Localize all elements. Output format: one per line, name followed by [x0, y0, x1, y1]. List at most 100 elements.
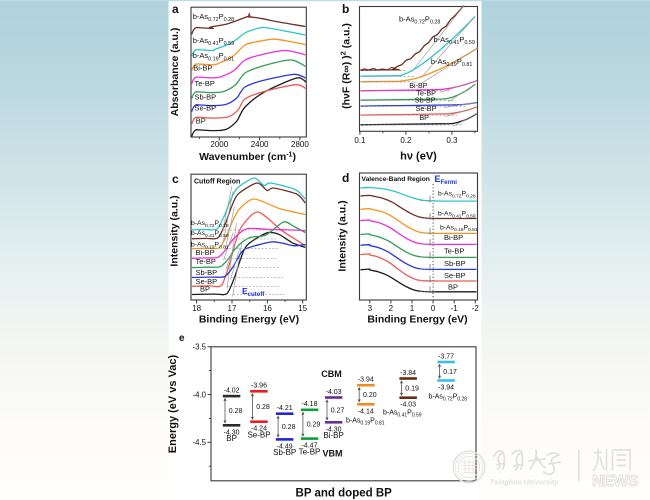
svg-text:-4.21: -4.21: [277, 405, 293, 412]
svg-text:Tsinghua University: Tsinghua University: [490, 478, 559, 487]
svg-text:-4.14: -4.14: [358, 408, 374, 415]
svg-text:b-As0.41P0.59: b-As0.41P0.59: [193, 36, 234, 47]
svg-text:b-As0.41P0.59: b-As0.41P0.59: [434, 35, 475, 46]
svg-text:Te-BP: Te-BP: [444, 246, 464, 255]
svg-text:b-As0.41P0.59: b-As0.41P0.59: [191, 230, 229, 239]
svg-text:-3.84: -3.84: [400, 370, 416, 377]
svg-text:0.27: 0.27: [331, 407, 345, 414]
svg-text:-4.0: -4.0: [193, 390, 207, 399]
svg-text:e: e: [179, 333, 185, 344]
svg-text:16: 16: [263, 304, 272, 313]
svg-text:Te-BP: Te-BP: [195, 79, 215, 88]
svg-text:15: 15: [298, 304, 307, 313]
svg-text:b-As0.19P0.81: b-As0.19P0.81: [346, 418, 385, 427]
svg-text:d: d: [342, 171, 349, 185]
svg-text:Sb-BP: Sb-BP: [415, 95, 436, 104]
svg-text:-4.24: -4.24: [251, 426, 267, 433]
svg-text:0.28: 0.28: [256, 404, 270, 411]
svg-text:b-As0.72P0.28: b-As0.72P0.28: [191, 220, 229, 229]
svg-text:Valence-Band Region: Valence-Band Region: [362, 176, 430, 183]
svg-text:BP: BP: [419, 113, 429, 122]
svg-text:BP: BP: [226, 434, 237, 443]
svg-text:-4.30: -4.30: [326, 426, 342, 433]
svg-text:BP: BP: [200, 285, 210, 294]
svg-text:b-As0.41P0.59: b-As0.41P0.59: [383, 410, 422, 419]
svg-text:2000: 2000: [210, 140, 228, 149]
svg-text:-4.30: -4.30: [224, 429, 240, 436]
svg-text:Se-BP: Se-BP: [195, 104, 217, 113]
svg-text:Intensity (a.u.): Intensity (a.u.): [337, 200, 349, 271]
svg-text:2: 2: [389, 304, 394, 313]
svg-text:b-As0.72P0.28: b-As0.72P0.28: [193, 12, 234, 23]
svg-text:CBM: CBM: [321, 369, 342, 379]
svg-text:BP and doped BP: BP and doped BP: [296, 488, 393, 500]
svg-text:b-As0.19P0.81: b-As0.19P0.81: [193, 51, 234, 62]
svg-text:1: 1: [410, 304, 415, 313]
svg-text:Sb-BP: Sb-BP: [196, 268, 218, 277]
svg-text:3: 3: [368, 304, 373, 313]
svg-text:Binding Energy (eV): Binding Energy (eV): [199, 314, 299, 326]
svg-text:2800: 2800: [291, 140, 309, 149]
svg-text:-4.49: -4.49: [277, 443, 293, 450]
svg-text:-4.5: -4.5: [193, 438, 207, 447]
svg-text:c: c: [172, 172, 179, 186]
svg-text:Te-BP: Te-BP: [196, 257, 216, 266]
svg-text:Se-BP: Se-BP: [444, 271, 466, 280]
svg-text:Sb-BP: Sb-BP: [444, 259, 466, 268]
svg-text:-1: -1: [451, 304, 459, 313]
svg-text:BP: BP: [448, 282, 458, 291]
svg-text:0.1: 0.1: [354, 136, 366, 145]
svg-text:b-As0.72P0.28: b-As0.72P0.28: [429, 394, 468, 403]
svg-text:Te-BP: Te-BP: [299, 447, 321, 456]
svg-text:hν (eV): hν (eV): [400, 151, 437, 163]
svg-text:Intensity (a.u.): Intensity (a.u.): [169, 195, 181, 266]
svg-text:-3.94: -3.94: [438, 385, 454, 392]
svg-text:-3.77: -3.77: [438, 353, 454, 360]
svg-text:0.29: 0.29: [307, 422, 321, 429]
svg-text:Energy (eV vs Vac): Energy (eV vs Vac): [167, 354, 179, 453]
svg-text:Se-BP: Se-BP: [196, 277, 218, 286]
svg-text:b-As0.41P0.59: b-As0.41P0.59: [438, 211, 476, 220]
svg-text:NEWS: NEWS: [592, 473, 639, 490]
svg-text:Sb-BP: Sb-BP: [195, 93, 217, 102]
svg-text:Cutoff Region: Cutoff Region: [194, 179, 240, 186]
svg-text:Te-BP: Te-BP: [416, 89, 436, 98]
svg-text:Wavenumber (cm-1): Wavenumber (cm-1): [199, 151, 296, 163]
svg-text:Bi-BP: Bi-BP: [193, 63, 212, 72]
svg-text:Se-BP: Se-BP: [247, 431, 270, 440]
svg-text:BP: BP: [196, 117, 206, 126]
svg-text:Bi-BP: Bi-BP: [323, 431, 343, 440]
svg-text:Sb-BP: Sb-BP: [273, 448, 296, 457]
svg-text:VBM: VBM: [323, 449, 343, 459]
svg-text:0.19: 0.19: [405, 386, 419, 393]
svg-text:0.20: 0.20: [363, 392, 377, 399]
svg-text:-2: -2: [472, 304, 480, 313]
svg-text:17: 17: [228, 304, 237, 313]
svg-text:-4.03: -4.03: [400, 402, 416, 409]
svg-text:Bi-BP: Bi-BP: [444, 233, 463, 242]
svg-text:Absorbance (a.u.): Absorbance (a.u.): [169, 28, 181, 117]
svg-text:Bi-BP: Bi-BP: [196, 248, 215, 257]
svg-text:-4.18: -4.18: [302, 401, 318, 408]
svg-text:Binding Energy (eV): Binding Energy (eV): [367, 314, 467, 326]
svg-text:0.28: 0.28: [229, 408, 243, 415]
svg-text:0.2: 0.2: [400, 136, 412, 145]
svg-text:b: b: [342, 2, 349, 16]
svg-text:18: 18: [192, 304, 201, 313]
svg-text:Bi-BP: Bi-BP: [409, 81, 428, 90]
svg-text:2400: 2400: [251, 140, 269, 149]
svg-text:-3.96: -3.96: [251, 383, 267, 390]
svg-text:b-As0.72P0.28: b-As0.72P0.28: [399, 15, 440, 26]
svg-text:0.17: 0.17: [443, 369, 457, 376]
svg-text:-4.03: -4.03: [326, 389, 342, 396]
svg-text:Se-BP: Se-BP: [416, 104, 437, 113]
svg-text:b-As0.19P0.81: b-As0.19P0.81: [191, 241, 229, 250]
svg-text:0.28: 0.28: [282, 424, 296, 431]
svg-text:b-As0.72P0.28: b-As0.72P0.28: [438, 191, 476, 200]
svg-text:-4.02: -4.02: [224, 388, 240, 395]
svg-text:0: 0: [431, 304, 436, 313]
svg-text:-4.47: -4.47: [302, 443, 318, 450]
svg-text:0.3: 0.3: [446, 136, 458, 145]
svg-text:b-As0.19P0.81: b-As0.19P0.81: [440, 224, 478, 233]
svg-text:-3.94: -3.94: [358, 377, 374, 384]
